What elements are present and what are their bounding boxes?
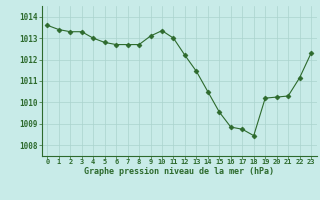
X-axis label: Graphe pression niveau de la mer (hPa): Graphe pression niveau de la mer (hPa)	[84, 167, 274, 176]
